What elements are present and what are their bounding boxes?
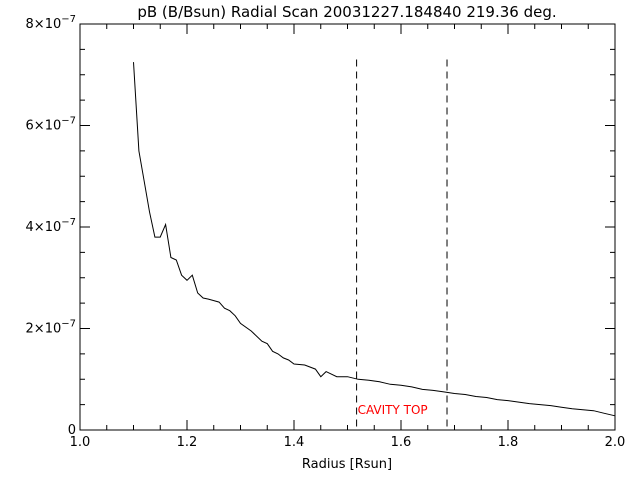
y-tick-label: 4×10−7 — [26, 217, 76, 235]
data-series — [133, 62, 616, 417]
chart-title: pB (B/Bsun) Radial Scan 20031227.184840 … — [137, 3, 556, 21]
x-tick-label: 1.2 — [177, 435, 198, 450]
pb-series-line — [133, 62, 616, 417]
plot-border — [79, 23, 616, 431]
plot-frame — [79, 23, 616, 431]
x-tick-label: 2.0 — [605, 435, 626, 450]
cavity-top-annotation: CAVITY TOP — [358, 403, 428, 417]
x-axis: 1.0 1.2 1.4 1.6 1.8 2.0 — [70, 24, 626, 450]
y-tick-label: 6×10−7 — [26, 116, 76, 134]
y-tick-label: 0 — [68, 423, 76, 438]
x-tick-label: 1.0 — [70, 435, 91, 450]
y-tick-label: 8×10−7 — [26, 14, 76, 32]
reference-lines — [356, 59, 448, 430]
x-axis-label: Radius [Rsun] — [302, 457, 392, 472]
x-tick-label: 1.6 — [391, 435, 412, 450]
x-tick-label: 1.4 — [284, 435, 305, 450]
y-tick-label: 2×10−7 — [26, 319, 76, 337]
x-tick-label: 1.8 — [498, 435, 519, 450]
y-axis: 0 2×10−7 4×10−7 6×10−7 8×10−7 — [26, 14, 615, 438]
